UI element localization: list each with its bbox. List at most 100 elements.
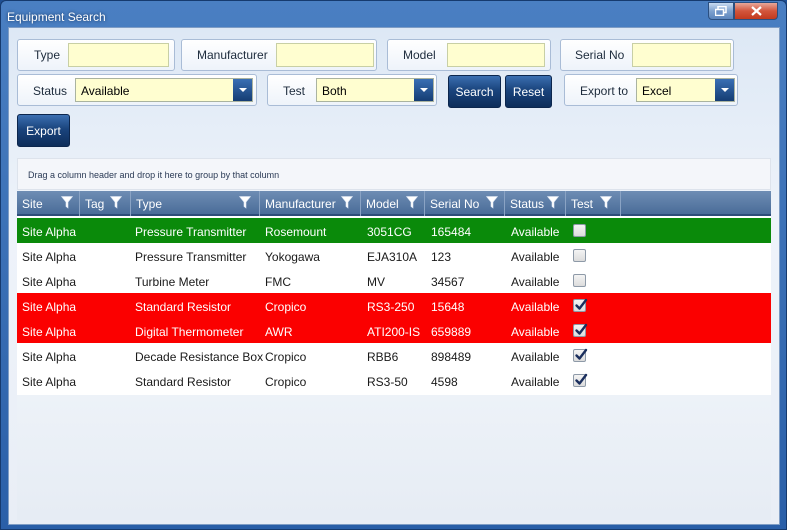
column-header-model[interactable]: Model (361, 191, 425, 216)
export-filter-group: Export to Excel (564, 74, 738, 106)
column-header-site[interactable]: Site (17, 191, 80, 216)
close-button[interactable] (734, 2, 778, 20)
cell-serial: 659889 (431, 325, 472, 339)
manufacturer-filter-group: Manufacturer (181, 39, 377, 71)
cell-site: Site Alpha (22, 325, 77, 339)
column-header-manufacturer[interactable]: Manufacturer (260, 191, 361, 216)
type-filter-group: Type (17, 39, 175, 71)
test-dropdown[interactable]: Both (316, 78, 434, 102)
cell-site: Site Alpha (22, 275, 77, 289)
status-filter-group: Status Available (17, 74, 257, 106)
cell-serial: 165484 (431, 225, 472, 239)
cell-serial: 898489 (431, 350, 472, 364)
cell-manufacturer: Cropico (265, 375, 307, 389)
search-button[interactable]: Search (448, 75, 501, 108)
test-checkbox[interactable] (573, 274, 586, 287)
table-row[interactable]: Site Alpha Decade Resistance Box Cropico RB… (17, 343, 771, 368)
test-checkbox[interactable] (573, 298, 588, 312)
filter-icon[interactable] (60, 196, 74, 209)
checkmark-icon (575, 298, 588, 310)
manufacturer-input[interactable] (276, 43, 374, 67)
cell-status: Available (511, 350, 560, 364)
filter-icon[interactable] (109, 196, 123, 209)
model-input[interactable] (447, 43, 545, 67)
cell-status: Available (511, 300, 560, 314)
serial-input[interactable] (632, 43, 731, 67)
status-label: Status (33, 84, 68, 98)
table-row[interactable]: Site Alpha Pressure Transmitter Yokogawa EJ… (17, 243, 771, 268)
table-row[interactable]: Site Alpha Pressure Transmitter Rosemount 3… (17, 218, 771, 243)
export-dropdown[interactable]: Excel (636, 78, 735, 102)
cell-serial: 34567 (431, 275, 465, 289)
cell-model: 3051CG (367, 225, 412, 239)
test-checkbox[interactable] (573, 348, 588, 362)
chevron-down-icon[interactable] (715, 79, 734, 101)
test-checkbox[interactable] (573, 249, 586, 262)
cell-serial: 4598 (431, 375, 458, 389)
chevron-down-icon[interactable] (414, 79, 433, 101)
cell-manufacturer: AWR (265, 325, 293, 339)
table-row[interactable]: Site Alpha Digital Thermometer AWR ATI200-I… (17, 318, 771, 343)
export-selected: Excel (642, 84, 672, 98)
restore-icon (715, 6, 727, 16)
cell-status: Available (511, 250, 560, 264)
status-dropdown[interactable]: Available (75, 78, 253, 102)
cell-model: MV (367, 275, 385, 289)
cell-site: Site Alpha (22, 375, 77, 389)
test-selected: Both (322, 84, 347, 98)
cell-manufacturer: Cropico (265, 350, 307, 364)
cell-site: Site Alpha (22, 250, 77, 264)
column-header-type[interactable]: Type (131, 191, 260, 216)
grid-empty-area (17, 395, 771, 520)
cell-type: Turbine Meter (135, 275, 210, 289)
checkmark-icon (575, 348, 588, 360)
cell-model: RS3-50 (367, 375, 408, 389)
filter-icon[interactable] (546, 196, 560, 209)
chevron-down-icon[interactable] (233, 79, 252, 101)
type-input[interactable] (68, 43, 169, 67)
title-bar[interactable]: Equipment Search (1, 1, 786, 27)
close-icon (750, 6, 762, 16)
cell-model: EJA310A (367, 250, 418, 264)
checkmark-icon (575, 373, 588, 385)
model-label: Model (403, 48, 436, 62)
table-row[interactable]: Site Alpha Standard Resistor Cropico RS3-25… (17, 293, 771, 318)
restore-button[interactable] (708, 2, 734, 20)
grid-header: Site Tag Type Manufacturer Model (17, 191, 771, 216)
cell-type: Standard Resistor (135, 300, 232, 314)
table-row[interactable]: Site Alpha Turbine Meter FMC MV 34567 Availab… (17, 268, 771, 293)
cell-serial: 15648 (431, 300, 465, 314)
filter-icon[interactable] (485, 196, 499, 209)
filter-icon[interactable] (599, 196, 613, 209)
group-hint-text: Drag a column header and drop it here to… (28, 170, 280, 180)
test-checkbox[interactable] (573, 323, 588, 337)
export-button[interactable]: Export (17, 114, 70, 147)
cell-status: Available (511, 275, 560, 289)
model-filter-group: Model (387, 39, 551, 71)
table-row[interactable]: Site Alpha Standard Resistor Cropico RS3-50… (17, 368, 771, 393)
column-header-tag[interactable]: Tag (80, 191, 131, 216)
filter-icon[interactable] (340, 196, 354, 209)
cell-manufacturer: Yokogawa (265, 250, 320, 264)
filter-icon[interactable] (238, 196, 252, 209)
column-header-test[interactable]: Test (566, 191, 621, 216)
test-filter-group: Test Both (267, 74, 437, 106)
reset-button[interactable]: Reset (505, 75, 552, 108)
filter-icon[interactable] (405, 196, 419, 209)
cell-type: Decade Resistance Box (135, 350, 264, 364)
column-header-status[interactable]: Status (505, 191, 566, 216)
test-label: Test (283, 84, 306, 98)
cell-type: Digital Thermometer (135, 325, 244, 339)
test-checkbox[interactable] (573, 373, 588, 387)
column-header-serial[interactable]: Serial No (425, 191, 505, 216)
equipment-grid: Site Tag Type Manufacturer Model (17, 191, 771, 395)
cell-model: RBB6 (367, 350, 399, 364)
window-controls (708, 2, 778, 20)
group-by-panel[interactable]: Drag a column header and drop it here to… (17, 158, 771, 190)
cell-site: Site Alpha (22, 225, 77, 239)
cell-site: Site Alpha (22, 300, 77, 314)
test-checkbox[interactable] (573, 224, 586, 237)
cell-manufacturer: FMC (265, 275, 291, 289)
cell-type: Pressure Transmitter (135, 225, 247, 239)
